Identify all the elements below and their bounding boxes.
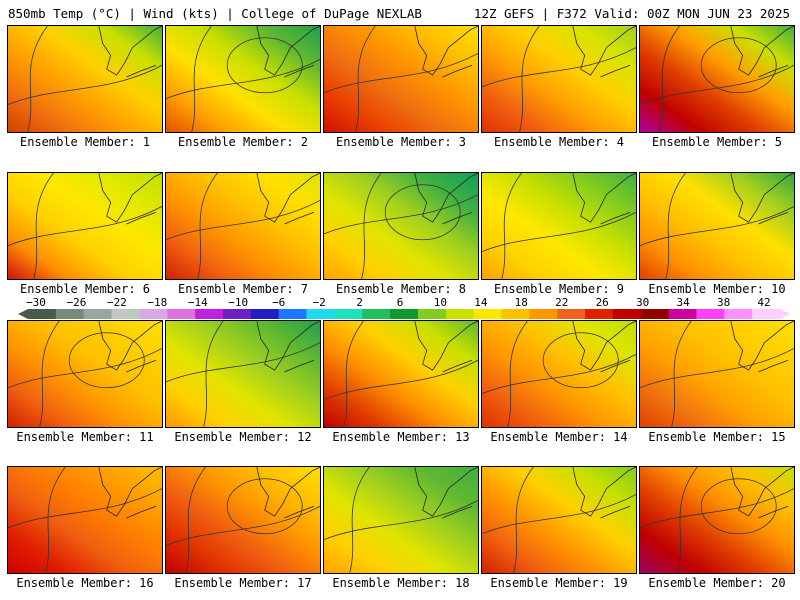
ensemble-member-map — [323, 172, 479, 280]
colorbar-segment — [752, 309, 781, 319]
ensemble-member-caption: Ensemble Member: 20 — [648, 576, 786, 590]
ensemble-member-map — [323, 320, 479, 428]
ensemble-member-caption: Ensemble Member: 16 — [16, 576, 154, 590]
colorbar-segment — [28, 309, 57, 319]
colorbar-left-arrow — [18, 309, 28, 319]
colorbar-segment — [696, 309, 725, 319]
ensemble-member-caption: Ensemble Member: 17 — [174, 576, 312, 590]
colorbar-tick-label: −2 — [312, 296, 326, 309]
colorbar-segment — [445, 309, 475, 319]
colorbar-segment — [585, 309, 614, 319]
colorbar-segment — [390, 309, 419, 319]
ensemble-member-map — [7, 320, 163, 428]
colorbar-segment — [306, 309, 335, 319]
ensemble-member-caption: Ensemble Member: 4 — [493, 135, 625, 149]
colorbar-segment — [640, 309, 670, 319]
colorbar-segment — [724, 309, 753, 319]
model-run-valid-time: 12Z GEFS | F372 Valid: 00Z MON JUN 23 20… — [473, 6, 790, 21]
ensemble-member-map — [481, 466, 637, 574]
ensemble-member-caption: Ensemble Member: 13 — [332, 430, 470, 444]
ensemble-member-caption: Ensemble Member: 6 — [19, 282, 151, 296]
colorbar-segment — [668, 309, 697, 319]
colorbar-segment — [362, 309, 391, 319]
colorbar-tick-label: 18 — [514, 296, 528, 309]
ensemble-member-caption: Ensemble Member: 2 — [177, 135, 309, 149]
colorbar-segment — [111, 309, 140, 319]
ensemble-member-map — [165, 466, 321, 574]
colorbar-segment — [167, 309, 196, 319]
colorbar-segment — [529, 309, 558, 319]
ensemble-member-map — [7, 172, 163, 280]
ensemble-member-map — [323, 25, 479, 133]
colorbar-right-arrow — [780, 309, 790, 319]
ensemble-member-caption: Ensemble Member: 18 — [332, 576, 470, 590]
ensemble-member-map — [165, 172, 321, 280]
colorbar-segment — [250, 309, 280, 319]
ensemble-member-caption: Ensemble Member: 3 — [335, 135, 467, 149]
colorbar-segment — [278, 309, 308, 319]
colorbar-segment — [473, 309, 502, 319]
ensemble-member-caption: Ensemble Member: 9 — [493, 282, 625, 296]
colorbar-tick-label: 38 — [716, 296, 731, 309]
colorbar-tick-label: −18 — [147, 296, 168, 309]
colorbar-tick-label: −22 — [106, 296, 127, 309]
ensemble-member-map — [481, 25, 637, 133]
colorbar-segment — [222, 309, 252, 319]
colorbar-segment — [557, 309, 586, 319]
colorbar-tick-label: 10 — [433, 296, 448, 309]
colorbar-tick-label: −26 — [66, 296, 87, 309]
ensemble-member-map — [7, 466, 163, 574]
colorbar-segment — [83, 309, 113, 319]
colorbar-tick-label: 30 — [636, 296, 650, 309]
ensemble-member-caption: Ensemble Member: 5 — [651, 135, 783, 149]
colorbar-segment — [612, 309, 642, 319]
colorbar-segment — [417, 309, 447, 319]
ensemble-member-caption: Ensemble Member: 15 — [648, 430, 786, 444]
ensemble-member-caption: Ensemble Member: 1 — [19, 135, 151, 149]
ensemble-member-caption: Ensemble Member: 12 — [174, 430, 312, 444]
ensemble-member-map — [639, 172, 795, 280]
temperature-colorbar — [18, 309, 790, 319]
colorbar-segment — [139, 309, 168, 319]
ensemble-member-caption: Ensemble Member: 10 — [648, 282, 786, 296]
colorbar-tick-label: −6 — [272, 296, 286, 309]
colorbar-tick-label: 2 — [356, 296, 363, 309]
colorbar-segment — [501, 309, 530, 319]
colorbar-segment — [55, 309, 85, 319]
ensemble-member-caption: Ensemble Member: 8 — [335, 282, 467, 296]
ensemble-member-map — [639, 25, 795, 133]
ensemble-member-map — [165, 320, 321, 428]
colorbar-segment — [334, 309, 363, 319]
ensemble-member-caption: Ensemble Member: 19 — [490, 576, 628, 590]
colorbar-tick-label: 34 — [676, 296, 690, 309]
ensemble-member-map — [481, 320, 637, 428]
colorbar-tick-label: 14 — [474, 296, 488, 309]
map-title: 850mb Temp (°C) | Wind (kts) | College o… — [8, 6, 422, 21]
colorbar-tick-label: −14 — [187, 296, 208, 309]
ensemble-member-map — [323, 466, 479, 574]
ensemble-member-map — [165, 25, 321, 133]
ensemble-member-map — [639, 466, 795, 574]
ensemble-member-caption: Ensemble Member: 11 — [16, 430, 154, 444]
colorbar-tick-label: 42 — [757, 296, 771, 309]
colorbar-tick-label: −30 — [26, 296, 46, 309]
ensemble-member-map — [7, 25, 163, 133]
ensemble-member-map — [481, 172, 637, 280]
colorbar-tick-label: 22 — [555, 296, 569, 309]
ensemble-member-map — [639, 320, 795, 428]
ensemble-member-caption: Ensemble Member: 7 — [177, 282, 309, 296]
colorbar-tick-label: 6 — [396, 296, 404, 309]
colorbar-tick-label: 26 — [595, 296, 609, 309]
colorbar-segment — [195, 309, 224, 319]
ensemble-member-caption: Ensemble Member: 14 — [490, 430, 628, 444]
colorbar-tick-label: −10 — [228, 296, 249, 309]
